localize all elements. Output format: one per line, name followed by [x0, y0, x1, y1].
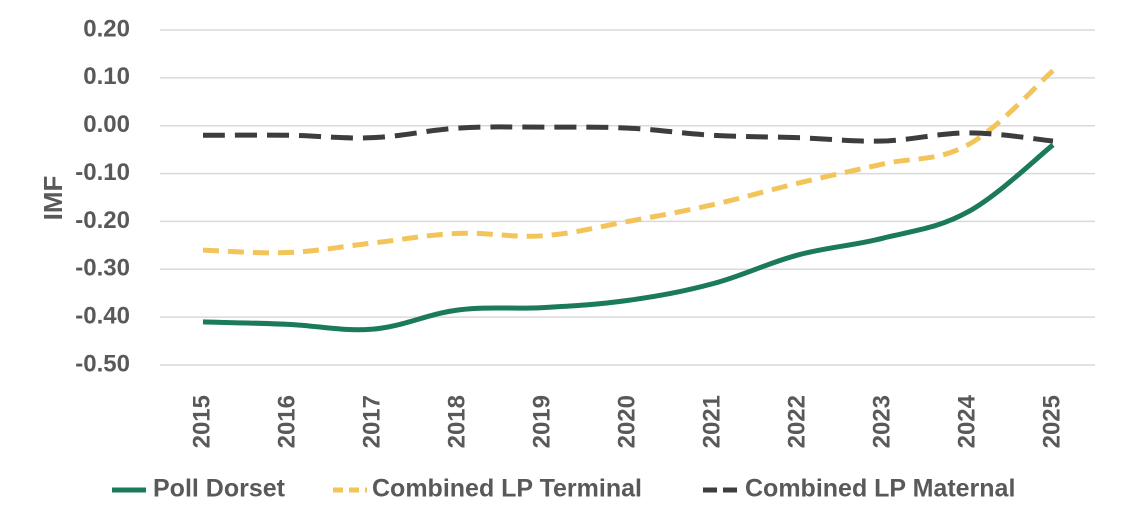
x-tick-label: 2025 [1038, 395, 1065, 448]
y-tick-label: -0.10 [75, 159, 130, 186]
legend: Poll Dorset Combined LP Terminal Combined … [112, 475, 1015, 503]
y-tick-label: 0.20 [83, 15, 130, 42]
y-tick-label: -0.20 [75, 207, 130, 234]
y-axis-label: IMF [38, 176, 68, 221]
y-tick-label: 0.10 [83, 63, 130, 90]
x-tick-label: 2015 [188, 395, 215, 448]
y-axis-ticks: 0.20 0.10 0.00 -0.10 -0.20 -0.30 -0.40 -0.50 [75, 15, 130, 377]
series-lines [202, 68, 1055, 333]
y-tick-label: -0.50 [75, 350, 130, 377]
y-tick-label: -0.40 [75, 302, 130, 329]
x-tick-label: 2023 [868, 395, 895, 448]
x-tick-label: 2021 [698, 395, 725, 448]
series-line-1 [202, 142, 1055, 333]
x-tick-label: 2019 [528, 395, 555, 448]
gridlines [160, 29, 1095, 366]
x-tick-label: 2020 [613, 395, 640, 448]
x-axis-ticks: 2015 2016 2017 2018 2019 2020 2021 2022 2023 2024… [188, 394, 1065, 448]
x-tick-label: 2017 [358, 395, 385, 448]
y-tick-label: -0.30 [75, 255, 130, 282]
series-line-3 [202, 124, 1054, 144]
x-tick-label: 2022 [783, 395, 810, 448]
legend-label-1: Poll Dorset [153, 475, 286, 503]
legend-label-3: Combined LP Maternal [745, 475, 1015, 503]
x-tick-label: 2018 [443, 395, 470, 448]
x-tick-label: 2016 [273, 395, 300, 448]
x-tick-label: 2024 [953, 394, 980, 448]
y-tick-label: 0.00 [83, 111, 130, 138]
series-line-2 [202, 68, 1055, 256]
legend-label-2: Combined LP Terminal [372, 475, 642, 503]
